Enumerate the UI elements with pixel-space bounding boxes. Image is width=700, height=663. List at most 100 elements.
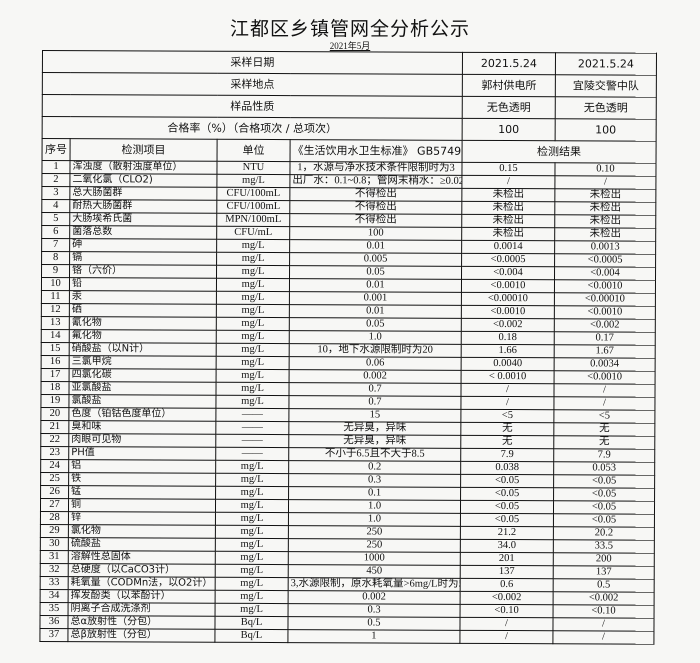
row-item: 氯化物 [68,524,216,539]
row-seq: 12 [41,303,70,317]
column-header-seq: 序号 [42,138,71,161]
row-result-2: / [553,383,656,398]
row-result-1: 0.18 [461,331,555,345]
row-item: 总β放射性（分包） [67,628,215,643]
row-result-1: 未检出 [461,188,555,202]
row-standard: 0.01 [289,278,462,293]
row-unit: mg/L [215,551,289,565]
analysis-table: 采样日期 2021.5.24 2021.5.24 采样地点 郭村供电所 宜陵交警… [39,50,657,645]
row-seq: 20 [40,407,69,421]
row-item: 铁 [68,472,216,487]
row-unit: mg/L [215,486,289,500]
row-unit: mg/L [216,265,290,279]
row-result-2: 0.5 [553,578,655,593]
row-standard: 不得检出 [289,187,462,202]
row-item: 铬（六价） [69,264,217,279]
row-standard: 0.05 [289,317,462,332]
row-item: 耗氧量（CODMn法，以O2计） [68,576,216,591]
row-seq: 19 [40,394,69,408]
row-item: 镉 [69,251,217,266]
row-unit: mg/L [216,330,290,344]
row-unit: NTU [216,161,291,175]
row-result-1: / [460,396,554,410]
row-unit: —— [215,447,289,461]
row-standard: 1.0 [289,330,462,345]
header-value: 宜陵交警中队 [555,74,657,98]
row-item: 色度（铂钴色度单位） [68,407,216,422]
row-seq: 31 [40,550,69,564]
row-result-1: 34.0 [460,539,554,553]
row-unit: mg/L [216,239,290,253]
row-result-1: / [459,617,554,631]
row-result-1: <0.05 [460,487,554,501]
row-standard: 0.2 [288,460,461,475]
row-result-1: / [460,383,555,397]
header-row-pass-rate: 合格率（%）（合格项次 / 总项次） 100 100 [42,116,657,142]
row-unit: —— [215,421,289,435]
row-unit: mg/L [215,382,290,396]
row-unit: mg/L [216,304,290,318]
row-result-2: 137 [553,565,655,580]
row-item: 三氯甲烷 [69,355,217,370]
row-unit: mg/L [216,252,290,266]
row-item: 浑浊度（散射浊度单位） [69,160,218,175]
row-result-2: / [552,617,655,632]
row-standard: 0.002 [288,590,461,605]
row-result-2: <5 [553,409,655,424]
row-result-1: 0.6 [460,578,554,592]
row-item: 耐热大肠菌群 [69,199,217,214]
header-value: 无色透明 [462,96,556,119]
row-result-1: < 0.0010 [461,370,555,384]
row-result-2: 未检出 [554,201,656,216]
header-label: 采样地点 [42,72,463,97]
row-result-1: <0.05 [460,500,554,514]
row-standard: 100 [289,226,462,241]
row-unit: mg/L [216,369,290,383]
row-result-1: <5 [460,409,554,423]
row-standard: 0.7 [288,382,462,397]
row-result-2: <0.05 [553,474,655,489]
row-item: 硝酸盐（以N计） [69,342,217,357]
row-result-1: <0.0005 [461,253,555,267]
table-row: 37 总β放射性（分包） Bq/L 1// [39,628,654,645]
row-unit: mg/L [215,525,289,539]
header-value: 100 [555,118,657,142]
row-seq: 18 [40,381,70,395]
row-seq: 8 [41,251,70,265]
row-result-1: 1.66 [461,344,555,358]
row-standard: 0.3 [288,603,461,618]
header-label: 合格率（%）（合格项次 / 总项次） [42,116,463,141]
row-result-1: <0.0010 [461,305,555,319]
row-standard: 1.0 [288,512,461,527]
row-seq: 11 [41,290,70,304]
row-unit: mg/L [215,512,289,526]
row-result-2: <0.00010 [554,292,656,307]
row-result-2: <0.0010 [554,370,656,385]
row-seq: 23 [40,446,69,460]
row-result-1: 未检出 [461,214,555,228]
row-unit: mg/L [215,473,289,487]
row-result-1: / [459,630,553,644]
row-unit: CFU/100mL [216,200,290,214]
row-result-1: 0.15 [461,162,556,176]
row-result-1: <0.004 [461,266,555,280]
row-result-2: <0.05 [553,487,655,502]
row-item: 氟化物 [69,329,217,344]
row-result-2: 0.0034 [554,357,656,372]
header-row-sampling-location: 采样地点 郭村供电所 宜陵交警中队 [42,72,657,98]
row-standard: 0.7 [288,395,461,410]
row-unit: mg/L [216,343,290,357]
row-standard: 1.0 [288,499,461,514]
row-standard: 1，水源与净水技术条件限制时为3 [289,161,463,176]
row-result-1: <0.0010 [461,279,555,293]
row-unit: mg/L [216,291,290,305]
row-result-2: <0.0010 [554,305,656,320]
row-seq: 30 [40,537,69,551]
row-seq: 25 [40,472,69,486]
row-item: PH值 [68,446,216,461]
header-label: 样品性质 [42,94,463,119]
row-seq: 28 [40,511,69,525]
row-result-2: 0.10 [554,162,657,177]
header-value: 2021.5.24 [462,52,556,75]
row-unit: mg/L [216,317,290,331]
